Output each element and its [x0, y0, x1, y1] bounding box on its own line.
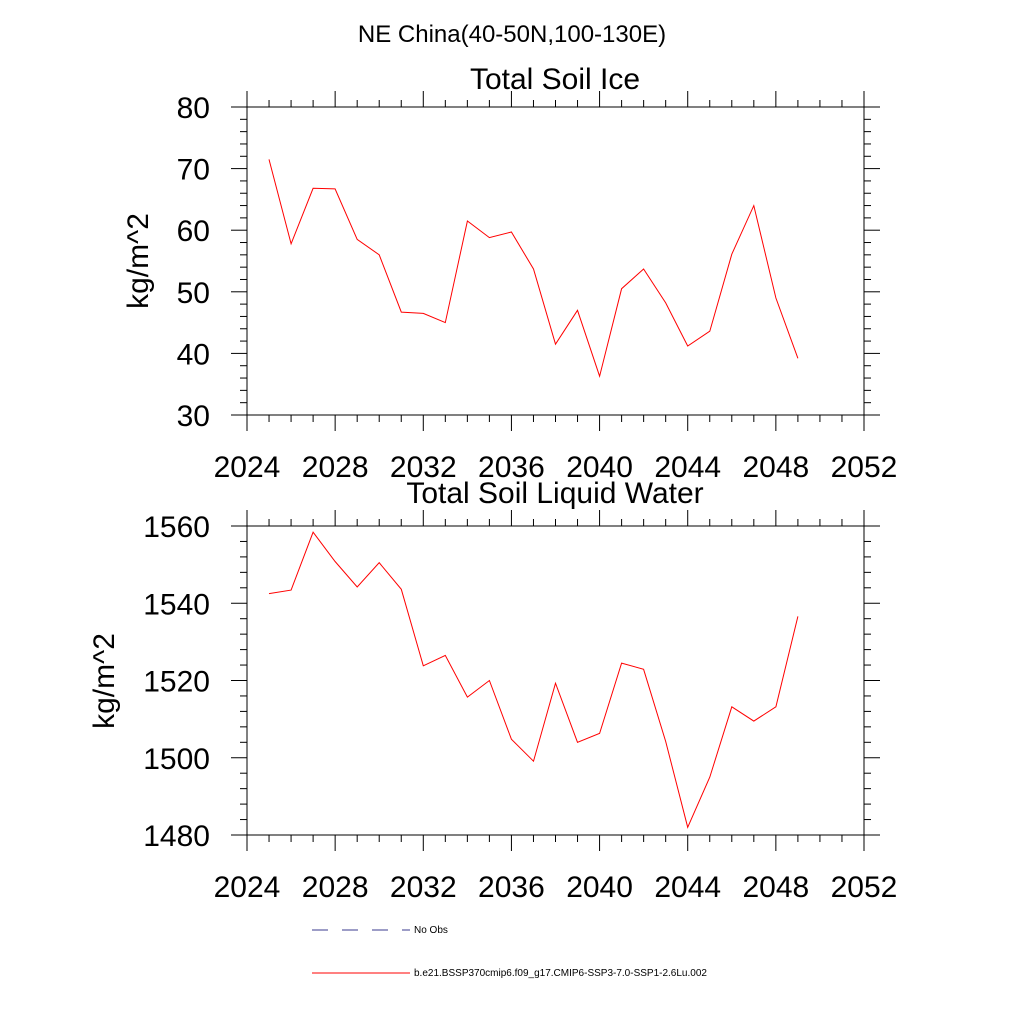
y-tick-label: 80 — [177, 92, 210, 125]
chart-title: Total Soil Ice — [470, 63, 640, 96]
x-tick-label: 2036 — [478, 451, 545, 484]
chart-total-soil-ice: Total Soil Ice kg/m^2 2024 2028 2032 2036 20… — [122, 63, 897, 484]
x-tick-label: 2024 — [214, 451, 281, 484]
page-title: NE China(40-50N,100-130E) — [358, 21, 666, 48]
y-tick-label: 1480 — [143, 820, 210, 853]
y-tick-label: 40 — [177, 338, 210, 371]
y-tick-label: 1560 — [143, 511, 210, 544]
y-tick-label: 60 — [177, 215, 210, 248]
y-tick-label: 1520 — [143, 666, 210, 699]
x-tick-label: 2048 — [742, 451, 809, 484]
series-line — [268, 531, 799, 829]
plot-frame — [246, 525, 865, 836]
x-tick-label: 2052 — [831, 451, 898, 484]
x-tick-label: 2032 — [390, 871, 457, 904]
y-tick-label: 30 — [177, 400, 210, 433]
chart-title: Total Soil Liquid Water — [406, 477, 703, 510]
x-tick-label: 2024 — [214, 871, 281, 904]
x-tick-label: 2028 — [302, 871, 369, 904]
x-tick-label: 2040 — [566, 871, 633, 904]
y-tick-label: 1540 — [143, 588, 210, 621]
chart-total-soil-liquid-water: Total Soil Liquid Water kg/m^2 2024 2028 2… — [88, 477, 897, 904]
x-tick-label: 2052 — [831, 871, 898, 904]
x-tick-label: 2036 — [478, 871, 545, 904]
plot-frame — [246, 106, 865, 416]
legend: No Obs b.e21.BSSP370cmip6.f09_g17.CMIP6-… — [312, 925, 707, 979]
y-axis-label: kg/m^2 — [122, 213, 155, 309]
x-tick-label: 2040 — [566, 451, 633, 484]
x-tick-label: 2044 — [654, 871, 721, 904]
x-tick-label: 2048 — [742, 871, 809, 904]
y-tick-label: 70 — [177, 154, 210, 187]
legend-label-no-obs: No Obs — [414, 925, 448, 936]
legend-label-model: b.e21.BSSP370cmip6.f09_g17.CMIP6-SSP3-7.… — [414, 968, 707, 979]
y-tick-label: 1500 — [143, 743, 210, 776]
x-tick-label: 2028 — [302, 451, 369, 484]
x-tick-label: 2032 — [390, 451, 457, 484]
series-line — [268, 159, 799, 378]
y-tick-label: 50 — [177, 277, 210, 310]
y-axis-label: kg/m^2 — [88, 633, 121, 729]
x-tick-label: 2044 — [654, 451, 721, 484]
